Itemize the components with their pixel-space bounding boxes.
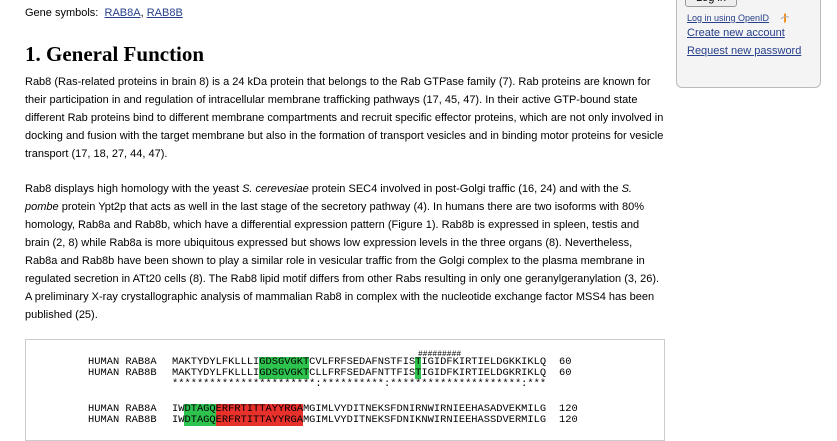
consensus: ***********************:**********:*****… xyxy=(172,378,547,390)
content: 1. General Function Rab8 (Ras-related pr… xyxy=(25,40,665,341)
paragraph: Rab8 (Ras-related proteins in brain 8) i… xyxy=(25,73,665,163)
highlight xyxy=(259,357,310,368)
sequence: MAKTYDYLFKLLLIGDSGVGKTCVLFRFSEDAFNSTFIST… xyxy=(172,356,547,379)
sequence-text: MAKTYDYLFKLLLIGDSGVGKTCLLFRFSEDAFNTTFIST… xyxy=(172,367,547,379)
seq-end: 120 xyxy=(559,414,578,426)
seq-end: 120 xyxy=(559,403,578,415)
openid-link[interactable]: Log in using OpenID xyxy=(687,13,770,23)
text: Rab8 (Ras-related proteins in brain 8) i… xyxy=(25,76,664,160)
highlight xyxy=(184,415,216,426)
request-password-link[interactable]: Request new password xyxy=(687,45,802,57)
motif-marks: ######### xyxy=(418,350,462,359)
species: S. cerevesiae xyxy=(242,183,309,195)
highlight xyxy=(259,368,310,379)
gene-label: Gene symbols: xyxy=(25,7,99,19)
seq-name: HUMAN RAB8B xyxy=(88,367,157,379)
login-box: Log in Log in using OpenID Create new ac… xyxy=(676,0,821,88)
highlight xyxy=(215,404,303,415)
gene-symbols: Gene symbols: RAB8A, RAB8B xyxy=(25,7,183,19)
sequence-text: MAKTYDYLFKLLLIGDSGVGKTCVLFRFSEDAFNSTFIST… xyxy=(172,356,547,368)
seq-name: HUMAN RAB8A xyxy=(88,356,157,368)
seq-name: HUMAN RAB8A xyxy=(88,403,157,415)
sequence: MAKTYDYLFKLLLIGDSGVGKTCLLFRFSEDAFNTTFIST… xyxy=(172,368,546,379)
gene-link[interactable]: RAB8A xyxy=(104,7,141,19)
seq-end: 60 xyxy=(559,367,572,379)
species: S. pombe xyxy=(25,183,632,213)
sequence-alignment: ######### HUMAN RAB8A MAKTYDYLFKLLLIGDSG… xyxy=(25,339,665,441)
page: Gene symbols: RAB8A, RAB8B Log in Log in… xyxy=(25,0,821,441)
login-button[interactable]: Log in xyxy=(685,0,737,7)
gene-link[interactable]: RAB8B xyxy=(146,7,183,19)
create-account-link[interactable]: Create new account xyxy=(687,27,785,39)
highlight xyxy=(184,404,216,415)
text: Rab8 displays high homology with the yea… xyxy=(25,183,243,195)
section-heading: 1. General Function xyxy=(25,42,205,66)
paragraph: Rab8 displays high homology with the yea… xyxy=(25,180,665,324)
seq-end: 60 xyxy=(559,356,572,368)
highlight xyxy=(415,357,422,379)
openid-icon xyxy=(780,13,790,23)
sequence: IWDTAGQERFRTITTAYYRGAMGIMLVYDITNEKSFDNIR… xyxy=(172,404,546,415)
sequence-text: IWDTAGQERFRTITTAYYRGAMGIMLVYDITNEKSFDNIK… xyxy=(172,414,547,426)
highlight xyxy=(215,415,303,426)
seq-name: HUMAN RAB8B xyxy=(88,414,157,426)
sequence: IWDTAGQERFRTITTAYYRGAMGIMLVYDITNEKSFDNIK… xyxy=(172,415,546,426)
text: protein Ypt2p that acts as well in the l… xyxy=(25,201,660,321)
sequence-text: IWDTAGQERFRTITTAYYRGAMGIMLVYDITNEKSFDNIR… xyxy=(172,403,547,415)
text: protein SEC4 involved in post-Golgi traf… xyxy=(308,183,622,195)
